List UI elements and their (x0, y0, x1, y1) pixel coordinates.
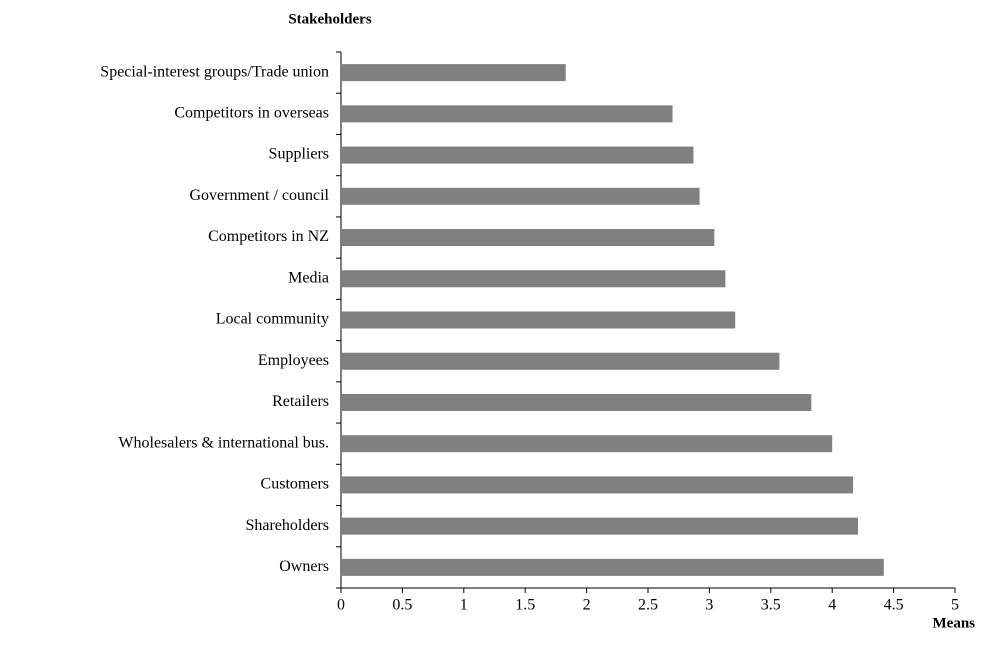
x-tick-label: 4.5 (884, 597, 904, 614)
y-tick-label: Suppliers (269, 146, 329, 163)
x-tick-label: 2.5 (638, 597, 658, 614)
x-tick-label: 1 (460, 597, 468, 614)
y-tick-label: Retailers (272, 393, 329, 410)
bar (341, 187, 700, 205)
bar (341, 311, 736, 329)
bar (341, 352, 780, 370)
y-tick-label: Local community (216, 311, 329, 328)
x-tick-label: 3.5 (761, 597, 781, 614)
x-tick-label: 0 (337, 597, 345, 614)
y-tick-label: Wholesalers & international bus. (118, 434, 329, 451)
y-tick-label: Employees (258, 352, 329, 369)
y-tick-label: Competitors in NZ (208, 228, 329, 245)
bar (341, 146, 694, 164)
bar (341, 435, 833, 453)
x-tick-label: 4 (828, 597, 836, 614)
y-axis-title: Stakeholders (288, 11, 372, 27)
y-tick-label: Special-interest groups/Trade union (100, 63, 329, 80)
bar (341, 517, 858, 535)
y-tick-label: Customers (261, 476, 329, 493)
bar (341, 229, 715, 247)
x-axis-title: Means (933, 615, 976, 631)
x-tick-label: 3 (705, 597, 713, 614)
bar (341, 558, 884, 576)
x-tick-label: 0.5 (392, 597, 412, 614)
y-tick-label: Media (288, 269, 329, 286)
bar (341, 64, 566, 82)
x-tick-label: 2 (583, 597, 591, 614)
x-tick-label: 5 (951, 597, 959, 614)
bar (341, 476, 854, 494)
y-tick-label: Government / council (189, 187, 329, 204)
bar (341, 105, 673, 123)
y-tick-label: Competitors in overseas (174, 105, 329, 122)
y-tick-label: Owners (279, 558, 329, 575)
y-tick-label: Shareholders (245, 517, 329, 534)
bar (341, 270, 726, 288)
bar (341, 393, 812, 411)
x-tick-label: 1.5 (515, 597, 535, 614)
